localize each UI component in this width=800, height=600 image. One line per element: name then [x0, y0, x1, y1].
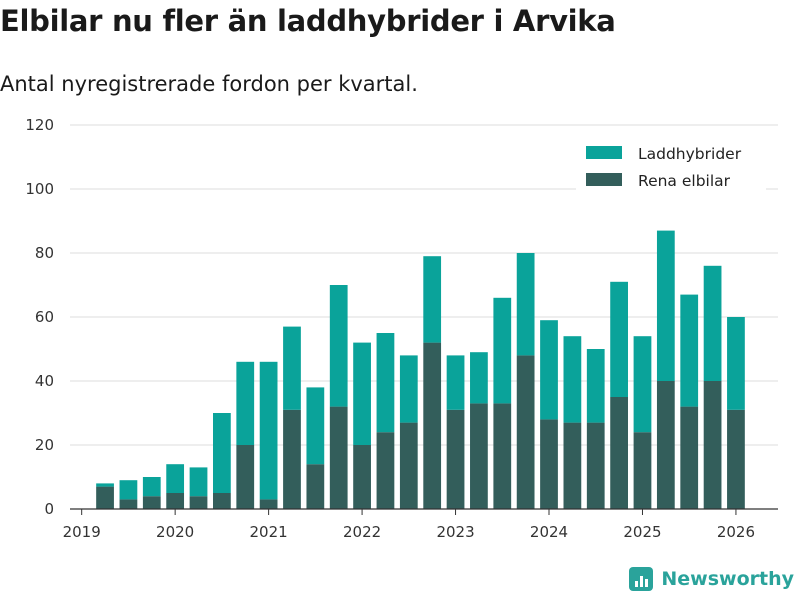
- y-tick-label: 60: [35, 308, 54, 326]
- bar-rena-elbilar: [540, 419, 558, 509]
- legend-swatch: [586, 146, 622, 159]
- bar-laddhybrider: [142, 477, 161, 497]
- bar-rena-elbilar: [563, 422, 582, 509]
- bar-rena-elbilar: [423, 342, 442, 509]
- bar-laddhybrider: [703, 265, 722, 381]
- bar-rena-elbilar: [656, 381, 675, 509]
- bar-rena-elbilar: [446, 409, 465, 509]
- bar-laddhybrider: [399, 355, 418, 423]
- y-tick-label: 100: [25, 180, 54, 198]
- bar-rena-elbilar: [236, 445, 255, 509]
- bars: [96, 230, 745, 509]
- x-tick-label: 2019: [63, 523, 101, 541]
- brand-name: Newsworthy: [661, 568, 794, 590]
- legend-swatch: [586, 173, 622, 186]
- bar-laddhybrider: [376, 333, 395, 433]
- bar-laddhybrider: [470, 352, 488, 404]
- bar-rena-elbilar: [306, 464, 325, 509]
- y-tick-label: 80: [35, 244, 54, 262]
- bar-laddhybrider: [283, 326, 301, 410]
- bar-rena-elbilar: [633, 432, 652, 509]
- x-tick-label: 2026: [717, 523, 755, 541]
- bar-laddhybrider: [213, 413, 231, 493]
- chart-subtitle: Antal nyregistrerade fordon per kvartal.: [0, 72, 418, 96]
- newsworthy-logo: Newsworthy: [629, 567, 794, 591]
- x-tick-label: 2024: [530, 523, 568, 541]
- bar-rena-elbilar: [96, 486, 114, 509]
- bar-rena-elbilar: [493, 403, 512, 509]
- bar-rena-elbilar: [142, 496, 161, 509]
- bar-laddhybrider: [540, 320, 558, 420]
- bar-rena-elbilar: [213, 493, 231, 509]
- y-tick-label: 0: [44, 500, 54, 518]
- bar-laddhybrider: [610, 281, 628, 397]
- y-tick-label: 40: [35, 372, 54, 390]
- bar-rena-elbilar: [586, 422, 605, 509]
- bar-laddhybrider: [727, 317, 745, 410]
- bar-laddhybrider: [633, 336, 652, 433]
- y-tick-label: 20: [35, 436, 54, 454]
- legend-label: Rena elbilar: [638, 172, 731, 190]
- bar-rena-elbilar: [610, 397, 628, 509]
- bar-laddhybrider: [329, 285, 348, 407]
- chart-title: Elbilar nu fler än laddhybrider i Arvika: [0, 4, 616, 38]
- bar-laddhybrider: [586, 349, 605, 423]
- bar-laddhybrider: [563, 336, 582, 423]
- bar-laddhybrider: [493, 297, 512, 404]
- bar-laddhybrider: [306, 387, 325, 465]
- bar-rena-elbilar: [727, 409, 745, 509]
- bar-rena-elbilar: [353, 445, 371, 509]
- bar-rena-elbilar: [119, 499, 138, 509]
- bar-rena-elbilar: [259, 499, 278, 509]
- bar-laddhybrider: [96, 483, 114, 487]
- bar-laddhybrider: [236, 361, 255, 445]
- legend-label: Laddhybrider: [638, 145, 742, 163]
- bar-rena-elbilar: [189, 496, 208, 509]
- bar-rena-elbilar: [680, 406, 699, 509]
- bar-rena-elbilar: [703, 381, 722, 509]
- bar-laddhybrider: [516, 253, 535, 356]
- bar-rena-elbilar: [399, 422, 418, 509]
- bar-laddhybrider: [353, 342, 371, 445]
- bar-laddhybrider: [119, 480, 138, 500]
- bar-laddhybrider: [680, 294, 699, 407]
- bar-laddhybrider: [446, 355, 465, 410]
- legend: Laddhybrider Rena elbilar: [576, 138, 766, 202]
- x-tick-label: 2025: [623, 523, 661, 541]
- bar-laddhybrider: [656, 230, 675, 381]
- bar-rena-elbilar: [166, 493, 185, 509]
- x-tick-label: 2020: [156, 523, 194, 541]
- axes: 0 20 40 60 80 100 120 2019 2020 2021 2022 2023 2024 2…: [25, 116, 778, 541]
- y-tick-label: 120: [25, 116, 54, 134]
- bar-rena-elbilar: [470, 403, 488, 509]
- bar-laddhybrider: [259, 361, 278, 500]
- bar-laddhybrider: [423, 256, 442, 343]
- bar-rena-elbilar: [516, 355, 535, 509]
- bar-rena-elbilar: [329, 406, 348, 509]
- bar-laddhybrider: [166, 464, 185, 493]
- bar-laddhybrider: [189, 467, 208, 497]
- bar-chart-icon: [629, 567, 654, 591]
- bar-rena-elbilar: [376, 432, 395, 509]
- x-tick-label: 2022: [343, 523, 381, 541]
- x-tick-label: 2021: [250, 523, 288, 541]
- x-tick-label: 2023: [436, 523, 474, 541]
- bar-rena-elbilar: [283, 409, 301, 509]
